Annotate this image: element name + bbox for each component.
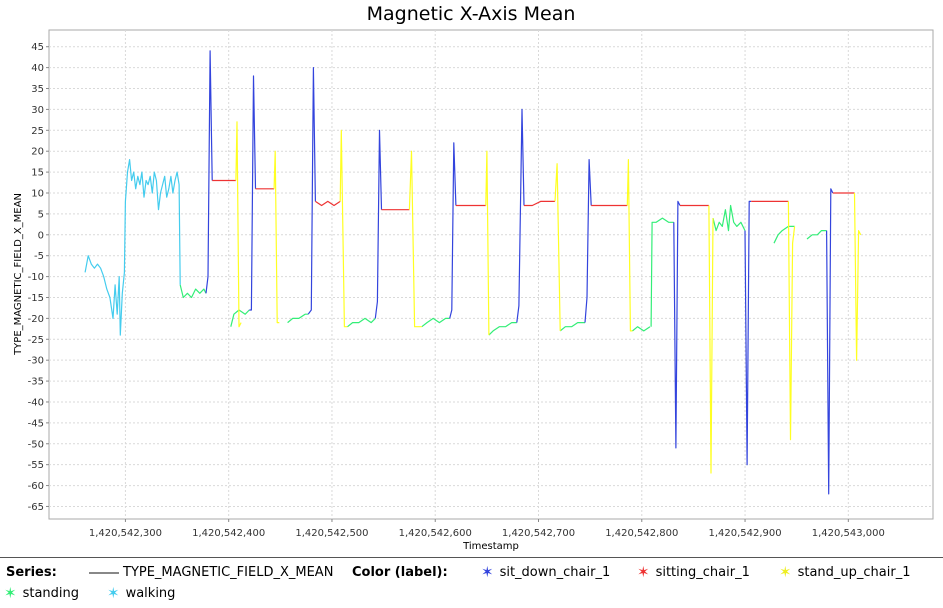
- series-line-stand-up-chair-1: [339, 129, 348, 328]
- series-lines: [84, 50, 862, 495]
- series-line-standing: [773, 225, 795, 244]
- series-line-stand-up-chair-1: [408, 150, 422, 328]
- legend-item-label: sitting_chair_1: [655, 565, 750, 580]
- legend-item-label: standing: [22, 586, 80, 601]
- series-line-standing: [179, 284, 207, 299]
- series-line-sit-down-chair-1: [374, 129, 383, 319]
- series-line-sit-down-chair-1: [825, 188, 834, 495]
- series-line-sit-down-chair-1: [744, 200, 752, 466]
- y-tick-label: 5: [38, 209, 44, 220]
- sparkle-icon: ✶: [107, 584, 120, 602]
- series-line-standing: [712, 204, 746, 232]
- legend-series-entry: TYPE_MAGNETIC_FIELD_X_MEAN: [89, 565, 333, 580]
- series-line-sitting-chair-1: [524, 200, 555, 207]
- legend-line-swatch: [89, 571, 119, 574]
- series-line-standing: [806, 230, 827, 240]
- series-line-standing: [650, 217, 674, 327]
- x-tick-label: 1,420,543,000: [812, 528, 885, 539]
- y-tick-label: -15: [28, 293, 44, 304]
- y-tick-label: -35: [28, 377, 44, 388]
- legend-item-sitting-chair: ✶ sitting_chair_1: [637, 563, 750, 581]
- sparkle-icon: ✶: [481, 563, 494, 581]
- x-axis-label: Timestamp: [462, 541, 519, 552]
- series-line-sit-down-chair-1: [307, 66, 316, 315]
- legend-item-walking: ✶ walking: [107, 584, 176, 602]
- series-line-standing: [559, 322, 585, 332]
- y-tick-label: 30: [31, 105, 44, 116]
- y-axis-label: TYPE_MAGNETIC_FIELD_X_MEAN: [13, 193, 24, 356]
- y-tick-label: -45: [28, 418, 44, 429]
- y-tick-label: 20: [31, 147, 44, 158]
- legend-color-heading: Color (label):: [352, 565, 448, 580]
- y-tick-label: 25: [31, 126, 44, 137]
- legend: Series: TYPE_MAGNETIC_FIELD_X_MEAN Color…: [0, 557, 943, 608]
- x-tick-label: 1,420,542,300: [89, 528, 162, 539]
- legend-series-heading: Series:: [6, 565, 57, 580]
- sparkle-icon: ✶: [4, 584, 17, 602]
- y-tick-label: -30: [28, 356, 44, 367]
- legend-series-heading-text: Series:: [6, 565, 57, 580]
- legend-item-stand-up-chair: ✶ stand_up_chair_1: [779, 563, 911, 581]
- series-line-stand-up-chair-1: [853, 192, 862, 361]
- plot-area: [48, 29, 934, 520]
- y-axis-ticks: 45 40 35 30 25 20 15 10 5 0 -5 -10 -15 -20 -25 -30 -35 -4…: [28, 42, 49, 513]
- series-line-sit-down-chair-1: [516, 108, 525, 323]
- series-line-stand-up-chair-1: [708, 205, 714, 474]
- x-tick-label: 1,420,542,900: [708, 528, 781, 539]
- series-line-sitting-chair-1: [315, 200, 341, 207]
- y-tick-label: -55: [28, 460, 44, 471]
- series-line-sit-down-chair-1: [449, 142, 457, 319]
- series-line-stand-up-chair-1: [554, 163, 561, 331]
- y-tick-label: -40: [28, 397, 44, 408]
- legend-series-name: TYPE_MAGNETIC_FIELD_X_MEAN: [123, 565, 334, 580]
- y-tick-label: -65: [28, 502, 44, 513]
- y-tick-label: -20: [28, 314, 44, 325]
- y-tick-label: -5: [34, 251, 44, 262]
- legend-item-standing: ✶ standing: [4, 584, 80, 602]
- series-line-stand-up-chair-1: [485, 150, 490, 336]
- y-tick-label: -60: [28, 481, 44, 492]
- y-tick-label: 35: [31, 84, 44, 95]
- series-line-sit-down-chair-1: [249, 75, 257, 311]
- x-tick-label: 1,420,542,800: [605, 528, 678, 539]
- x-axis-ticks: 1,420,542,300 1,420,542,400 1,420,542,500 1…: [89, 519, 885, 539]
- y-tick-label: -50: [28, 439, 44, 450]
- series-line-stand-up-chair-1: [273, 150, 280, 324]
- legend-item-label: walking: [125, 586, 176, 601]
- series-line-standing: [347, 317, 376, 328]
- x-tick-label: 1,420,542,600: [399, 528, 472, 539]
- x-tick-label: 1,420,542,400: [192, 528, 265, 539]
- series-line-sit-down-chair-1: [673, 200, 681, 449]
- chart: Magnetic X-Axis Mean 45 40 35 30 25 20 15 10 5 0 -…: [13, 3, 934, 552]
- x-tick-label: 1,420,542,500: [295, 528, 368, 539]
- legend-item-sit-down-chair: ✶ sit_down_chair_1: [481, 563, 611, 581]
- series-line-sit-down-chair-1: [584, 159, 592, 323]
- sparkle-icon: ✶: [637, 563, 650, 581]
- y-tick-label: 15: [31, 168, 44, 179]
- series-line-walking: [84, 159, 181, 336]
- legend-item-label: sit_down_chair_1: [499, 565, 611, 580]
- series-line-standing: [632, 326, 651, 332]
- y-tick-label: 10: [31, 189, 44, 200]
- series-line-stand-up-chair-1: [787, 201, 796, 441]
- series-line-standing: [488, 322, 517, 336]
- legend-item-label: stand_up_chair_1: [797, 565, 911, 580]
- sparkle-icon: ✶: [779, 563, 792, 581]
- series-line-sit-down-chair-1: [205, 50, 213, 294]
- chart-title: Magnetic X-Axis Mean: [367, 3, 576, 25]
- x-tick-label: 1,420,542,700: [502, 528, 575, 539]
- y-tick-label: -10: [28, 272, 44, 283]
- series-line-stand-up-chair-1: [235, 121, 242, 328]
- y-tick-label: 45: [31, 42, 44, 53]
- y-tick-label: 0: [38, 230, 44, 241]
- y-tick-label: -25: [28, 335, 44, 346]
- series-line-stand-up-chair-1: [626, 159, 633, 332]
- series-line-standing: [421, 317, 450, 328]
- series-line-standing: [287, 313, 309, 324]
- legend-color-heading-text: Color (label):: [352, 565, 448, 580]
- grid-lines: [49, 30, 933, 519]
- y-tick-label: 40: [31, 63, 44, 74]
